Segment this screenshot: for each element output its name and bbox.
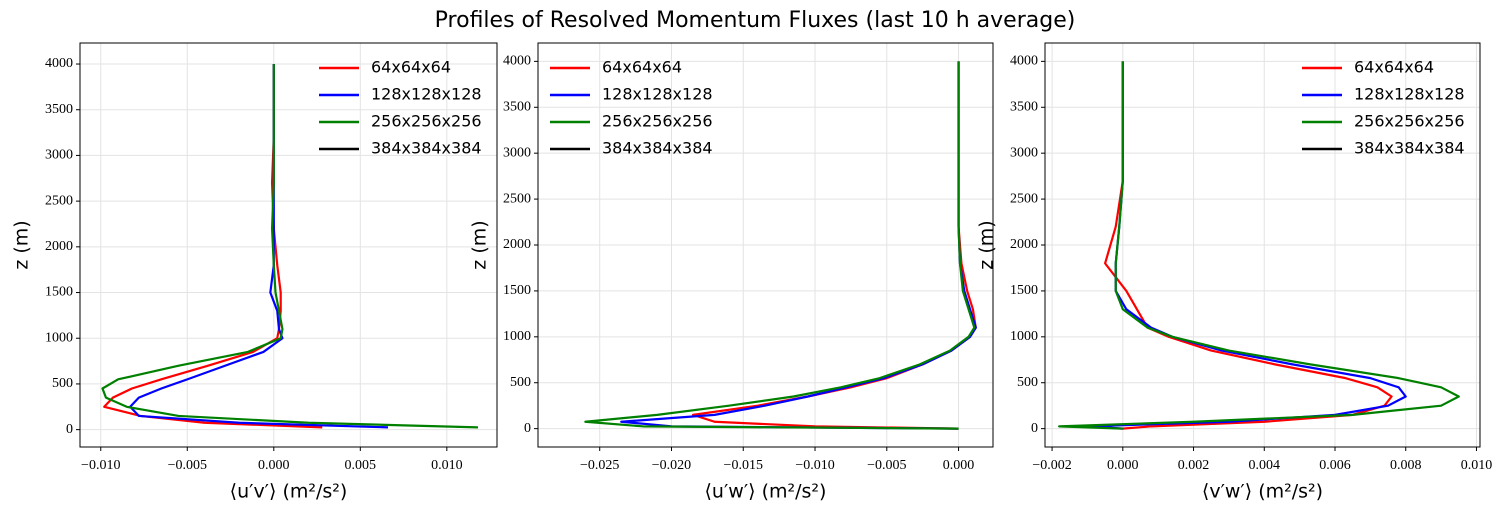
- y-tick-label: 2500: [45, 193, 73, 208]
- y-tick-label: 2000: [503, 237, 531, 252]
- y-tick-label: 2500: [1010, 191, 1038, 206]
- x-tick-label: 0.004: [1249, 458, 1281, 473]
- x-axis-label: ⟨u′w′⟩ (m²/s²): [705, 481, 827, 503]
- x-tick-label: 0.010: [1461, 458, 1493, 473]
- x-axis-label: ⟨v′w′⟩ (m²/s²): [1202, 481, 1323, 503]
- x-tick-label: 0.000: [943, 458, 975, 473]
- legend-label: 128x128x128: [371, 85, 482, 104]
- legend-label: 128x128x128: [1354, 85, 1465, 104]
- legend-label: 64x64x64: [371, 58, 451, 77]
- y-tick-label: 3500: [503, 99, 531, 114]
- legend-label: 64x64x64: [1354, 58, 1434, 77]
- y-tick-label: 1500: [503, 283, 531, 298]
- y-tick-label: 1500: [45, 285, 73, 300]
- figure-title: Profiles of Resolved Momentum Fluxes (la…: [435, 8, 1076, 33]
- legend-label: 384x384x384: [371, 139, 482, 158]
- y-tick-label: 4000: [1010, 54, 1038, 69]
- legend-label: 256x256x256: [371, 112, 482, 131]
- x-tick-label: −0.025: [580, 458, 619, 473]
- y-tick-label: 0: [66, 422, 73, 437]
- y-tick-label: 3000: [45, 148, 73, 163]
- x-tick-label: −0.005: [168, 458, 207, 473]
- y-tick-label: 4000: [45, 56, 73, 71]
- x-tick-label: 0.002: [1178, 458, 1210, 473]
- plot-frame: [1044, 42, 1481, 448]
- x-tick-label: −0.005: [867, 458, 906, 473]
- y-tick-label: 0: [524, 421, 531, 436]
- x-tick-label: 0.005: [345, 458, 377, 473]
- x-tick-label: −0.020: [652, 458, 691, 473]
- y-axis-label: z (m): [11, 220, 33, 269]
- y-tick-label: 0: [1031, 421, 1038, 436]
- x-tick-label: 0.010: [431, 458, 463, 473]
- y-tick-label: 1000: [45, 330, 73, 345]
- y-tick-label: 500: [510, 375, 531, 390]
- y-tick-label: 3000: [1010, 145, 1038, 160]
- series-line: [1058, 61, 1460, 430]
- y-tick-label: 500: [1017, 375, 1038, 390]
- x-axis-label: ⟨u′v′⟩ (m²/s²): [230, 481, 348, 503]
- y-tick-label: 2500: [503, 191, 531, 206]
- legend-label: 384x384x384: [602, 139, 713, 158]
- y-tick-label: 1500: [1010, 283, 1038, 298]
- series-line: [584, 61, 976, 430]
- x-tick-label: 0.006: [1319, 458, 1351, 473]
- x-tick-label: 0.000: [1107, 458, 1139, 473]
- y-tick-label: 4000: [503, 54, 531, 69]
- series-line: [103, 64, 323, 429]
- y-tick-label: 2000: [1010, 237, 1038, 252]
- y-axis-label: z (m): [469, 220, 491, 269]
- legend-label: 384x384x384: [1354, 139, 1465, 158]
- x-tick-label: −0.015: [724, 458, 763, 473]
- x-tick-label: −0.010: [81, 458, 120, 473]
- y-tick-label: 3500: [1010, 99, 1038, 114]
- legend-label: 256x256x256: [1354, 112, 1465, 131]
- y-tick-label: 2000: [45, 239, 73, 254]
- y-tick-label: 3000: [503, 145, 531, 160]
- y-axis-label: z (m): [976, 220, 998, 269]
- x-tick-label: −0.002: [1032, 458, 1071, 473]
- y-tick-label: 1000: [503, 329, 531, 344]
- plot-frame: [79, 42, 498, 448]
- x-tick-label: 0.000: [258, 458, 290, 473]
- legend-label: 256x256x256: [602, 112, 713, 131]
- x-tick-label: −0.010: [795, 458, 834, 473]
- plot-frame: [537, 42, 994, 448]
- y-tick-label: 1000: [1010, 329, 1038, 344]
- legend-label: 64x64x64: [602, 58, 682, 77]
- y-tick-label: 3500: [45, 102, 73, 117]
- series-line: [129, 64, 389, 429]
- x-tick-label: 0.008: [1390, 458, 1422, 473]
- legend-label: 128x128x128: [602, 85, 713, 104]
- series-line: [101, 64, 478, 429]
- y-tick-label: 500: [52, 376, 73, 391]
